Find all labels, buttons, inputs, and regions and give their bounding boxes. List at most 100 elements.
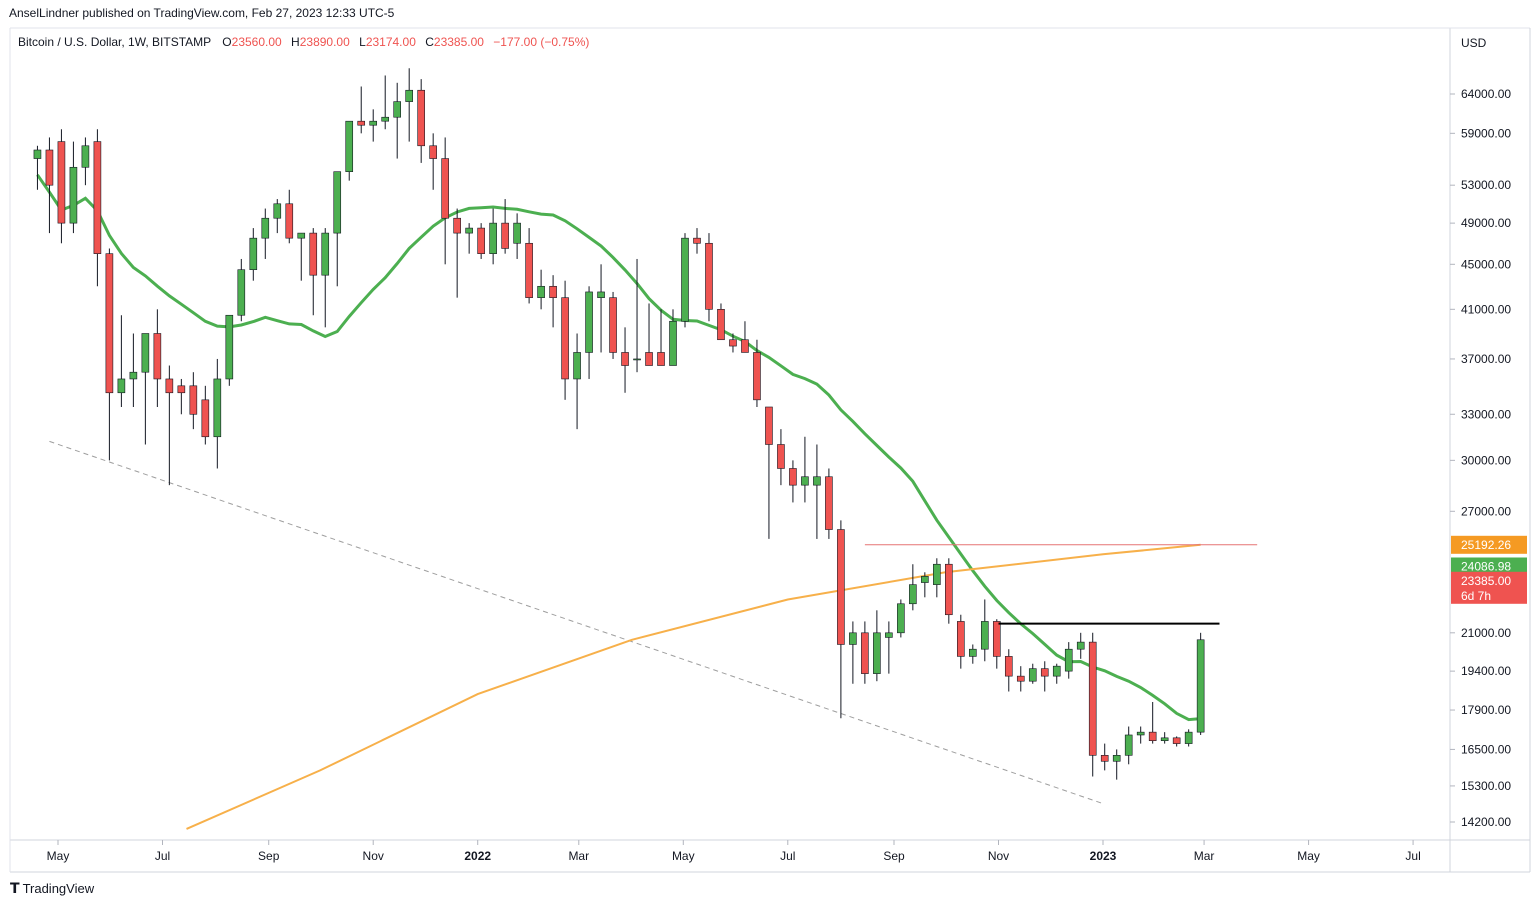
candle[interactable] [1076,632,1085,659]
candle[interactable] [801,436,809,503]
candle[interactable] [345,120,354,181]
candle[interactable] [405,68,413,142]
candle[interactable] [477,223,485,259]
candle[interactable] [1184,729,1193,747]
candle[interactable] [681,233,689,328]
candle[interactable] [165,365,174,486]
candle[interactable] [549,275,557,328]
candle[interactable] [1088,632,1097,777]
candle[interactable] [885,621,893,674]
candle[interactable] [333,171,342,287]
candle[interactable] [980,599,989,662]
candle[interactable] [525,228,533,304]
candle[interactable] [1100,743,1109,771]
candle[interactable] [657,309,665,366]
candle[interactable] [1052,663,1061,684]
candle[interactable] [729,333,737,353]
candle[interactable] [597,264,605,353]
candle[interactable] [849,621,857,684]
candle[interactable] [1160,732,1169,744]
candle[interactable] [669,309,677,366]
candle[interactable] [825,468,833,539]
footer-brand[interactable]: 𝗧 TradingView [10,880,94,897]
candle[interactable] [69,141,78,234]
candle[interactable] [513,213,521,259]
candle[interactable] [897,599,905,638]
descending-trendline[interactable] [49,440,1104,805]
candle[interactable] [105,248,114,461]
candle[interactable] [381,75,390,130]
candle[interactable] [81,137,90,186]
candle[interactable] [285,189,294,244]
candle[interactable] [1004,649,1013,692]
candle[interactable] [693,228,701,254]
candle[interactable] [705,233,713,322]
candle[interactable] [933,558,941,598]
candle[interactable] [992,619,1001,669]
candle[interactable] [957,614,965,669]
candle[interactable] [429,133,437,190]
candle[interactable] [33,145,42,190]
candle[interactable] [93,129,102,287]
moving-average-long[interactable] [186,543,1201,830]
candle[interactable] [909,564,917,611]
candle[interactable] [837,520,845,719]
candle[interactable] [633,258,641,373]
candle[interactable] [873,610,881,682]
candle[interactable] [117,315,126,407]
candle[interactable] [573,333,581,430]
candle[interactable] [309,228,318,316]
candle[interactable] [537,269,545,310]
candle[interactable] [585,286,593,379]
candle[interactable] [177,378,186,415]
candle[interactable] [189,372,198,430]
symbol-legend[interactable]: Bitcoin / U.S. Dollar, 1W, BITSTAMP O235… [18,35,589,49]
candle[interactable] [1028,663,1037,684]
candle[interactable] [201,385,210,445]
candle[interactable] [153,309,162,407]
plot-area[interactable] [10,28,1450,840]
candle[interactable] [621,327,629,393]
candle[interactable] [765,406,773,539]
candle[interactable] [489,208,497,265]
candle[interactable] [441,137,449,265]
candle[interactable] [297,232,306,281]
candle[interactable] [1040,661,1049,692]
candle[interactable] [45,137,54,234]
candle[interactable] [261,208,270,259]
candle[interactable] [921,572,929,598]
candle[interactable] [453,208,461,298]
candle[interactable] [213,358,222,469]
candle[interactable] [717,303,725,341]
candle[interactable] [357,86,366,134]
candle[interactable] [1112,749,1121,780]
candle[interactable] [753,339,761,407]
candle[interactable] [57,129,66,244]
candle[interactable] [561,280,569,400]
candle[interactable] [1016,666,1025,692]
candle[interactable] [465,223,473,254]
candle[interactable] [1148,702,1157,744]
candle[interactable] [501,199,509,254]
candle[interactable] [645,303,653,366]
candle[interactable] [369,109,378,142]
candle[interactable] [741,321,749,353]
candle[interactable] [1136,726,1145,744]
candle[interactable] [945,558,953,624]
candle[interactable] [813,444,821,539]
candle[interactable] [1124,726,1133,765]
candle[interactable] [129,333,138,407]
candle[interactable] [969,644,977,664]
candle[interactable] [393,82,401,159]
candle[interactable] [237,258,246,322]
candle[interactable] [789,460,797,503]
candle[interactable] [777,429,785,486]
candle[interactable] [861,621,869,684]
candle[interactable] [417,79,425,163]
candle[interactable] [321,228,330,328]
candle[interactable] [141,333,150,445]
candle[interactable] [1196,632,1205,735]
candle[interactable] [609,291,617,359]
candle[interactable] [249,228,258,281]
